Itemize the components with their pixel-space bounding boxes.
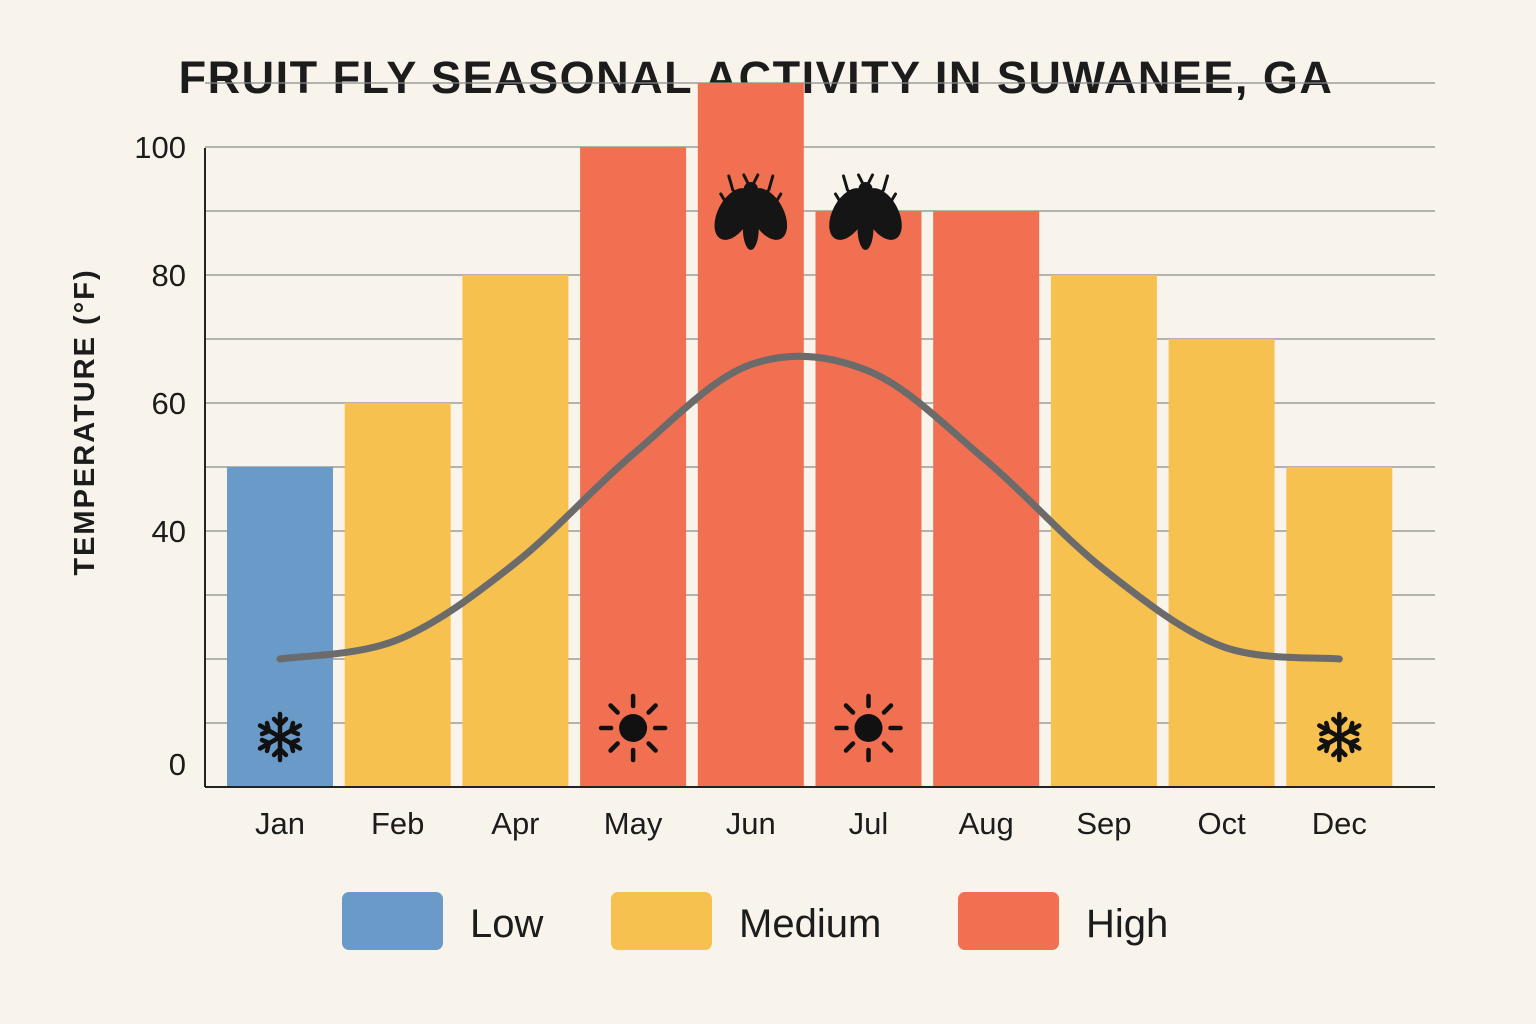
x-tick-label: Dec <box>1312 806 1367 841</box>
sun-icon <box>837 696 901 760</box>
x-tick-label: Oct <box>1197 806 1246 841</box>
activity-curve-line <box>276 352 1343 663</box>
legend: Low Medium High <box>342 892 1168 950</box>
x-tick-label: Jun <box>726 806 776 841</box>
legend-label-medium: Medium <box>739 902 881 946</box>
x-tick-label: Apr <box>491 806 539 841</box>
bar-may <box>580 147 687 787</box>
sun-icon <box>601 696 665 760</box>
legend-swatch-high <box>958 892 1059 950</box>
activity-curve <box>276 352 1343 663</box>
y-tick-label: 40 <box>152 514 186 549</box>
bar-oct <box>1168 339 1275 787</box>
y-tick-label: 80 <box>152 258 186 293</box>
x-tick-label: Jan <box>255 806 305 841</box>
x-tick-label: May <box>604 806 663 841</box>
bar-jul <box>815 211 922 787</box>
y-tick-label: 0 <box>169 747 186 782</box>
y-tick-label: 100 <box>134 130 186 165</box>
y-axis-label: TEMPERATURE (°F) <box>69 268 101 575</box>
legend-label-high: High <box>1086 902 1168 946</box>
x-tick-label: Feb <box>371 806 424 841</box>
bar-feb <box>344 403 451 787</box>
labels: Jan Feb Apr May Jun Jul Aug Sep Oct Dec 0 40 60 80 100… <box>69 130 1367 841</box>
x-tick-label: Sep <box>1076 806 1131 841</box>
legend-swatch-low <box>342 892 443 950</box>
x-tick-label: Jul <box>849 806 889 841</box>
bars <box>227 83 1393 787</box>
legend-label-low: Low <box>470 902 543 946</box>
y-tick-label: 60 <box>152 386 186 421</box>
bar-aug <box>933 211 1040 787</box>
bar-sep <box>1050 275 1157 787</box>
legend-swatch-medium <box>611 892 712 950</box>
x-tick-label: Aug <box>959 806 1014 841</box>
axes <box>204 148 1435 788</box>
